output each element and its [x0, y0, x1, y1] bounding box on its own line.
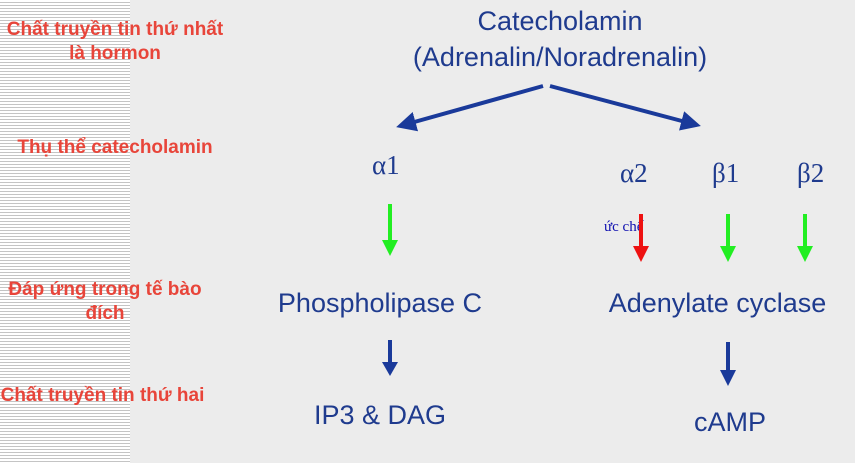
enzyme-phospholipase-c: Phospholipase C	[277, 288, 483, 318]
receptor-alpha1: α1	[372, 150, 400, 180]
alpha1-activate-arrow-icon	[382, 204, 398, 256]
messenger-camp: cAMP	[693, 407, 766, 437]
sidebar-stripes	[0, 0, 130, 463]
receptor-beta2: β2	[797, 158, 825, 188]
receptor-alpha2: α2	[620, 158, 648, 188]
label-first-messenger: Chất truyền tin thứ nhất là hormon	[6, 19, 224, 64]
inhibition-note: ức chế	[604, 219, 644, 235]
branch-arrow-right-icon	[549, 84, 701, 131]
alpha2-inhibit-arrow-icon	[633, 214, 649, 262]
messenger-ip3-dag: IP3 & DAG	[313, 400, 447, 430]
label-second-messenger: Chất truyền tin thứ hai	[0, 385, 205, 406]
enzyme-adenylate-cyclase: Adenylate cyclase	[608, 288, 827, 318]
receptor-beta1: β1	[712, 158, 740, 188]
beta2-activate-arrow-icon	[797, 214, 813, 262]
hormone-examples: (Adrenalin/Noradrenalin)	[412, 42, 708, 72]
adenylate-to-camp-arrow-icon	[720, 342, 736, 386]
branch-arrow-left-icon	[396, 84, 544, 132]
beta1-activate-arrow-icon	[720, 214, 736, 262]
label-cell-response: Đáp ứng trong tế bào đích	[8, 279, 202, 324]
phospholipase-to-ip3-arrow-icon	[382, 340, 398, 376]
label-receptor: Thụ thể catecholamin	[17, 137, 213, 158]
hormone-name: Catecholamin	[477, 6, 643, 36]
